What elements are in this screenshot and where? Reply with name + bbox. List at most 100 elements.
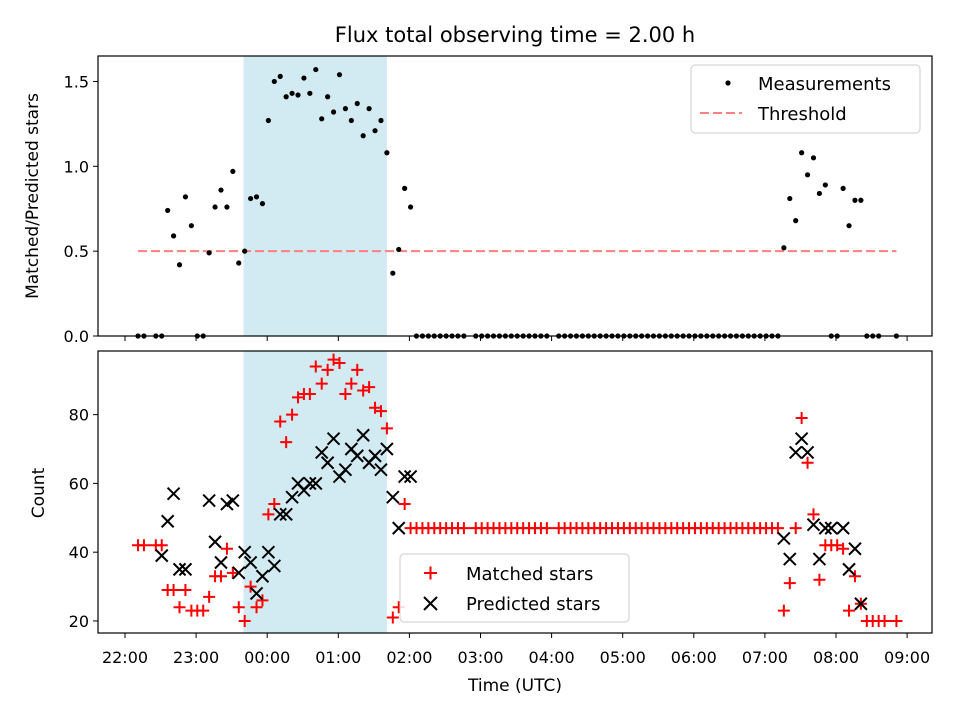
matched-stars-point [333, 357, 346, 370]
measurement-point [846, 223, 852, 229]
predicted-stars-point [243, 555, 258, 570]
bottom-legend-box [399, 553, 630, 623]
measurement-point [224, 204, 230, 210]
top-y-axis-ticks: 0.0 0.5 1.0 1.5 [64, 72, 98, 346]
matched-stars-point [262, 508, 275, 521]
measurement-point [230, 168, 236, 174]
predicted-stars-point [172, 562, 187, 577]
matched-stars-point [321, 363, 334, 376]
predicted-stars-point [237, 545, 252, 559]
top-y-tick-label: 1.0 [64, 157, 89, 176]
x-tick-label: 04:00 [529, 648, 575, 667]
matched-stars-point [179, 584, 192, 597]
matched-stars-point [214, 570, 227, 583]
matched-stars-point [890, 614, 903, 627]
measurement-point [301, 75, 307, 81]
predicted-stars-point [261, 545, 276, 559]
matched-stars-point [232, 601, 245, 614]
measurement-point [330, 109, 337, 115]
matched-stars-point [274, 415, 287, 428]
measurement-point [384, 150, 390, 156]
matched-stars-point [244, 580, 257, 593]
bottom-legend: Matched stars Predicted stars [399, 553, 630, 623]
top-legend-box [690, 64, 921, 134]
x-tick-label: 01:00 [315, 648, 361, 667]
x-tick-label: 08:00 [813, 648, 859, 667]
predicted-stars-point [800, 445, 815, 460]
measurement-point [822, 182, 828, 188]
matched-stars-point [848, 570, 861, 583]
matched-stars-point [167, 584, 180, 597]
predicted-stars-point [279, 507, 293, 522]
x-tick-label: 07:00 [742, 648, 788, 667]
predicted-stars-point [232, 566, 246, 580]
predicted-stars-point [806, 517, 821, 532]
predicted-stars-point [356, 428, 370, 442]
predicted-stars-point [392, 521, 406, 535]
measurement-point [372, 128, 378, 134]
predicted-stars-point [273, 507, 287, 522]
matched-stars-point [789, 522, 802, 535]
predicted-stars-point [338, 462, 353, 477]
measurement-point [313, 66, 319, 73]
matched-stars-point [783, 577, 796, 590]
measurement-point [259, 201, 266, 207]
top-y-tick-label: 0.5 [64, 242, 89, 261]
x-tick-label: 09:00 [884, 648, 930, 667]
predicted-stars-point [315, 445, 329, 460]
matched-stars-point [345, 377, 358, 390]
measurement-point [799, 150, 805, 156]
measurement-point [396, 246, 402, 253]
predicted-stars-point [155, 548, 169, 563]
matched-stars-point [339, 387, 352, 400]
measurement-point [307, 90, 313, 96]
bottom-panel: 20 40 60 80 22:00 23:00 00:00 01:00 02:00 03:00 0… [29, 350, 933, 696]
figure-title: Flux total observing time = 2.00 h [335, 23, 695, 47]
matched-stars-point [155, 539, 168, 552]
top-y-axis-label: Matched/Predicted stars [23, 93, 43, 299]
predicted-stars-point [160, 514, 175, 528]
top-panel: 0.0 0.5 1.0 1.5 Matched/Predicted stars Mea… [23, 55, 933, 346]
matched-stars-point [843, 604, 856, 617]
measurement-point [804, 172, 811, 178]
matched-stars-point [256, 594, 269, 607]
predicted-stars-point [854, 597, 868, 611]
matched-stars-point [226, 566, 239, 579]
legend-measurements-label: Measurements [758, 74, 891, 95]
legend-predicted-marker [423, 596, 438, 611]
x-tick-label: 02:00 [386, 648, 432, 667]
matched-stars-point [363, 381, 376, 394]
predicted-stars-point [403, 469, 418, 484]
matched-stars-point [173, 601, 186, 614]
matched-stars-series [132, 353, 903, 627]
matched-stars-point [238, 614, 251, 627]
matched-stars-point [807, 508, 820, 521]
matched-stars-point [315, 377, 328, 390]
predicted-stars-point [783, 552, 797, 566]
x-tick-label: 22:00 [102, 648, 148, 667]
predicted-stars-point [303, 476, 317, 491]
measurement-point [283, 94, 289, 100]
measurement-point [206, 250, 212, 256]
predicted-stars-point [818, 521, 833, 535]
measurement-point [407, 204, 414, 210]
matched-stars-point [286, 408, 299, 421]
bottom-axes-frame [97, 350, 933, 634]
measurement-point [176, 262, 183, 268]
matched-stars-point [457, 522, 470, 535]
measurement-point [242, 248, 248, 254]
x-tick-label: 23:00 [173, 648, 219, 667]
measurement-point [188, 223, 194, 229]
x-tick-label: 05:00 [600, 648, 646, 667]
predicted-stars-point [309, 476, 323, 491]
matched-stars-point [771, 522, 784, 535]
measurement-point [165, 207, 171, 214]
bottom-y-tick-label: 80 [69, 406, 89, 425]
legend-measurements-marker [725, 80, 731, 86]
predicted-stars-point [326, 431, 341, 446]
predicted-stars-point [255, 569, 270, 583]
matched-stars-point [540, 522, 553, 535]
predicted-stars-point [794, 431, 809, 446]
measurement-point [360, 133, 366, 139]
